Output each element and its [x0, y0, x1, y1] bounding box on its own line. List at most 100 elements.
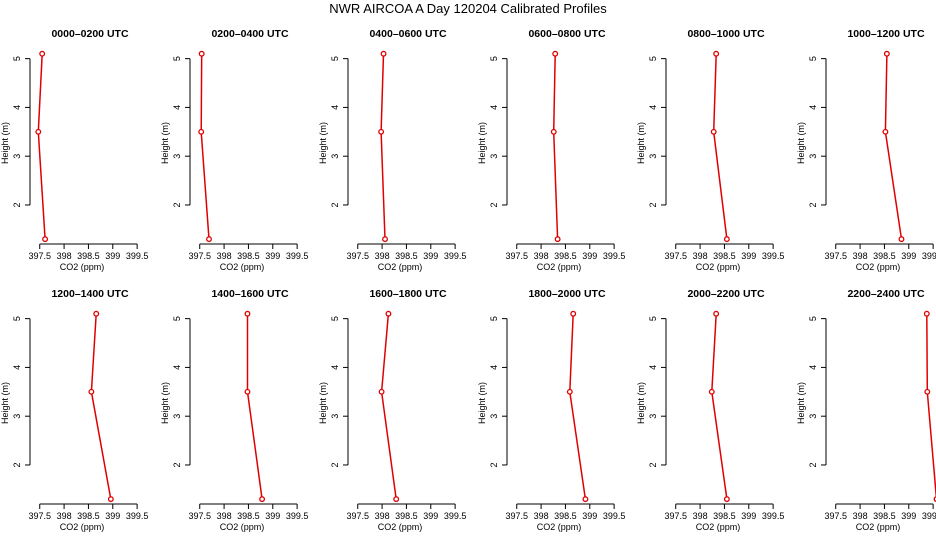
y-axis-label: Height (m)	[636, 382, 646, 424]
profile-line	[380, 313, 397, 500]
x-axis-label: CO2 (ppm)	[220, 262, 265, 272]
profile-line	[712, 53, 728, 240]
y-axis-label: Height (m)	[160, 382, 170, 424]
y-tick-label: 4	[648, 105, 658, 110]
y-tick-label: 2	[12, 462, 22, 467]
y-tick-label: 5	[648, 56, 658, 61]
data-point	[713, 310, 720, 317]
x-tick-label: 398	[57, 251, 72, 261]
y-tick-label: 2	[330, 202, 340, 207]
y-tick-label: 4	[330, 365, 340, 370]
y-tick-label: 4	[12, 365, 22, 370]
x-tick-label: 399.5	[603, 251, 626, 261]
x-tick-label: 399.5	[603, 511, 626, 521]
x-tick-label: 399	[901, 251, 916, 261]
profile-line	[380, 53, 386, 240]
y-tick-label: 5	[330, 316, 340, 321]
profile-line	[711, 313, 728, 500]
y-tick-label: 5	[12, 316, 22, 321]
x-tick-label: 398.5	[395, 251, 418, 261]
data-point	[259, 496, 266, 503]
data-point	[93, 310, 100, 317]
data-point	[88, 388, 95, 395]
x-tick-label: 397.5	[824, 511, 847, 521]
x-tick-label: 399.5	[444, 511, 467, 521]
y-tick-label: 4	[172, 365, 182, 370]
y-tick-label: 2	[172, 202, 182, 207]
x-tick-label: 399.5	[762, 251, 785, 261]
data-point	[570, 310, 577, 317]
y-tick-label: 3	[808, 414, 818, 419]
panel-title: 0800–1000 UTC	[687, 28, 764, 40]
data-point	[550, 128, 557, 135]
data-point	[378, 128, 385, 135]
y-axis-label: Height (m)	[636, 122, 646, 164]
panel-title: 0200–0400 UTC	[211, 28, 288, 40]
x-tick-label: 398	[853, 511, 868, 521]
y-tick-label: 3	[172, 154, 182, 159]
profile-line	[884, 53, 903, 240]
page-title: NWR AIRCOA A Day 120204 Calibrated Profi…	[329, 1, 607, 16]
y-axis-label: Height (m)	[160, 122, 170, 164]
x-tick-label: 399	[105, 511, 120, 521]
profile-panel: 2000–2200 UTC 397.5 398 398.5 399 399.5 2 3 4 5 CO…	[636, 288, 784, 532]
x-tick-label: 398.5	[237, 251, 260, 261]
x-tick-label: 397.5	[664, 251, 687, 261]
x-tick-label: 399	[582, 511, 597, 521]
y-tick-label: 2	[648, 202, 658, 207]
y-tick-label: 3	[12, 154, 22, 159]
x-tick-label: 398	[217, 251, 232, 261]
y-tick-label: 5	[172, 56, 182, 61]
profile-line	[569, 313, 587, 500]
x-axis-label: CO2 (ppm)	[537, 522, 582, 532]
y-tick-label: 3	[330, 154, 340, 159]
x-axis-label: CO2 (ppm)	[378, 262, 423, 272]
y-axis-label: Height (m)	[477, 382, 487, 424]
y-tick-label: 2	[172, 462, 182, 467]
y-tick-label: 2	[330, 462, 340, 467]
y-axis-label: Height (m)	[318, 122, 328, 164]
x-tick-label: 397.5	[824, 251, 847, 261]
x-tick-label: 399.5	[286, 251, 309, 261]
y-tick-label: 2	[808, 462, 818, 467]
y-tick-label: 5	[330, 56, 340, 61]
data-point	[710, 128, 717, 135]
x-tick-label: 399	[105, 251, 120, 261]
data-point	[923, 310, 930, 317]
x-tick-label: 398.5	[77, 251, 100, 261]
x-axis-label: CO2 (ppm)	[696, 262, 741, 272]
x-tick-label: 398.5	[713, 511, 736, 521]
panel-title: 1800–2000 UTC	[528, 288, 605, 300]
x-tick-label: 399.5	[126, 251, 149, 261]
data-point	[198, 128, 205, 135]
x-axis-label: CO2 (ppm)	[856, 522, 901, 532]
y-tick-label: 3	[808, 154, 818, 159]
profile-panel: 2200–2400 UTC 397.5 398 398.5 399 399.5 2 3 4 5 CO…	[796, 288, 936, 532]
y-tick-label: 4	[330, 105, 340, 110]
profile-panel: 0600–0800 UTC 397.5 398 398.5 399 399.5 2 3 4 5 CO…	[477, 28, 625, 272]
data-point	[35, 128, 42, 135]
data-point	[566, 388, 573, 395]
x-tick-label: 399.5	[126, 511, 149, 521]
y-axis-label: Height (m)	[796, 382, 806, 424]
data-point	[393, 496, 400, 503]
x-axis-label: CO2 (ppm)	[378, 522, 423, 532]
y-axis-label: Height (m)	[0, 122, 10, 164]
x-tick-label: 397.5	[28, 511, 51, 521]
data-point	[582, 496, 589, 503]
y-tick-label: 2	[489, 202, 499, 207]
data-point	[723, 236, 730, 243]
x-tick-label: 399.5	[762, 511, 785, 521]
x-tick-label: 398.5	[713, 251, 736, 261]
y-axis-label: Height (m)	[318, 382, 328, 424]
panel-title: 0600–0800 UTC	[528, 28, 605, 40]
x-tick-label: 398.5	[554, 511, 577, 521]
data-point	[882, 128, 889, 135]
y-tick-label: 2	[648, 462, 658, 467]
x-tick-label: 399	[423, 511, 438, 521]
x-tick-label: 398	[693, 251, 708, 261]
x-tick-label: 397.5	[346, 251, 369, 261]
y-tick-label: 5	[808, 316, 818, 321]
data-point	[198, 50, 205, 57]
x-tick-label: 398	[375, 511, 390, 521]
